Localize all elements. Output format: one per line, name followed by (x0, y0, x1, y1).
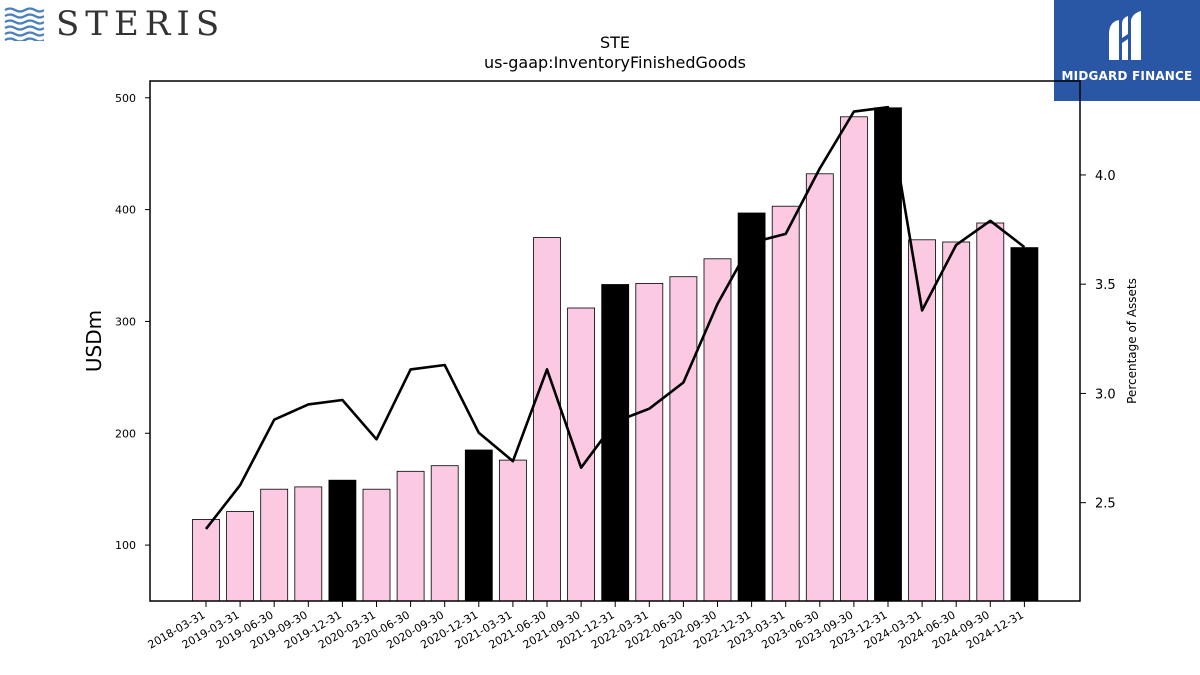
bar (805, 173, 834, 602)
bar (396, 470, 425, 602)
bar (976, 222, 1005, 602)
bar (1010, 247, 1039, 602)
chart-title: STE (600, 33, 630, 52)
bar (226, 511, 255, 602)
bar-series (192, 107, 1039, 602)
bar (635, 282, 664, 602)
y2-tick-label: 4.0 (1095, 169, 1116, 184)
right-axis: 2.5 3.0 3.5 4.0 (1080, 169, 1116, 512)
chart-subtitle: us-gaap:InventoryFinishedGoods (484, 53, 746, 72)
y2-tick-label: 3.5 (1095, 278, 1116, 293)
midgard-finance-logo: MIDGARD FINANCE (1054, 0, 1200, 101)
y2-axis-label: Percentage of Assets (1125, 278, 1139, 404)
bar (362, 488, 391, 602)
bar (533, 237, 561, 602)
bar (874, 107, 902, 602)
bar (260, 488, 289, 602)
bar (737, 212, 766, 602)
series-line (204, 105, 1026, 530)
bar (908, 239, 936, 602)
steris-waves-icon (4, 7, 44, 41)
bar (498, 459, 527, 602)
left-axis: 100 200 300 400 500 (115, 92, 150, 552)
bar (601, 284, 630, 602)
y-tick-label: 400 (115, 204, 136, 217)
bar (192, 519, 220, 602)
y-tick-label: 500 (115, 92, 136, 105)
y-tick-label: 100 (115, 539, 136, 552)
bar (703, 258, 732, 602)
sponsor-brand-name: MIDGARD FINANCE (1061, 69, 1193, 83)
y2-tick-label: 3.0 (1095, 387, 1116, 402)
line-series (204, 105, 1026, 530)
steris-wordmark: STERIS (56, 4, 226, 44)
y2-tick-label: 2.5 (1095, 497, 1116, 512)
y-tick-label: 300 (115, 315, 136, 328)
x-axis: 2018-03-312019-03-312019-06-302019-09-30… (146, 601, 1026, 652)
bar (771, 205, 800, 602)
bar (464, 449, 493, 602)
y-tick-label: 200 (115, 427, 136, 440)
bar (430, 465, 459, 602)
bar (942, 241, 971, 602)
y-axis-label: USDm (82, 310, 106, 372)
midgard-mark-icon (1109, 11, 1141, 60)
bar (294, 486, 323, 602)
steris-logo: STERIS (4, 4, 225, 44)
bar (669, 276, 698, 602)
bar (328, 479, 357, 602)
bar (840, 116, 868, 602)
